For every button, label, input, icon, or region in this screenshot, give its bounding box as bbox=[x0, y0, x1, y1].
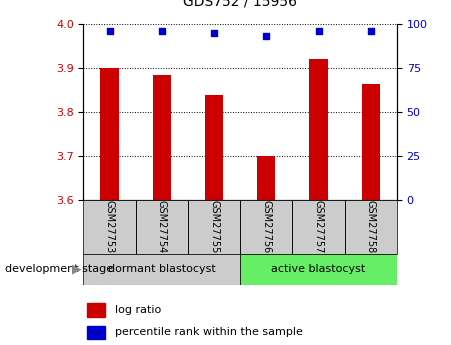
Text: GSM27754: GSM27754 bbox=[157, 200, 167, 254]
Bar bbox=[362, 83, 380, 200]
Text: percentile rank within the sample: percentile rank within the sample bbox=[115, 327, 303, 337]
Text: GSM27755: GSM27755 bbox=[209, 200, 219, 254]
Point bbox=[262, 34, 270, 39]
Bar bbox=[345, 200, 397, 254]
Text: GSM27753: GSM27753 bbox=[105, 200, 115, 254]
Text: ▶: ▶ bbox=[72, 263, 82, 276]
Bar bbox=[87, 304, 106, 317]
Text: GSM27757: GSM27757 bbox=[313, 200, 323, 254]
Bar bbox=[309, 59, 328, 200]
Point bbox=[106, 28, 113, 34]
Bar bbox=[205, 95, 223, 200]
Bar bbox=[240, 254, 397, 285]
Bar bbox=[87, 326, 106, 339]
Text: GSM27758: GSM27758 bbox=[366, 200, 376, 254]
Bar bbox=[188, 200, 240, 254]
Text: development stage: development stage bbox=[5, 264, 113, 274]
Bar bbox=[240, 200, 292, 254]
Text: active blastocyst: active blastocyst bbox=[272, 264, 366, 274]
Bar bbox=[83, 254, 240, 285]
Point bbox=[158, 28, 166, 34]
Point bbox=[315, 28, 322, 34]
Text: GSM27756: GSM27756 bbox=[261, 200, 272, 254]
Bar bbox=[83, 200, 136, 254]
Text: log ratio: log ratio bbox=[115, 305, 161, 315]
Text: GDS752 / 15956: GDS752 / 15956 bbox=[183, 0, 297, 9]
Bar bbox=[257, 156, 276, 200]
Point bbox=[211, 30, 218, 36]
Text: dormant blastocyst: dormant blastocyst bbox=[108, 264, 216, 274]
Bar bbox=[152, 75, 171, 200]
Bar bbox=[101, 68, 119, 200]
Point bbox=[367, 28, 374, 34]
Bar bbox=[136, 200, 188, 254]
Bar bbox=[292, 200, 345, 254]
